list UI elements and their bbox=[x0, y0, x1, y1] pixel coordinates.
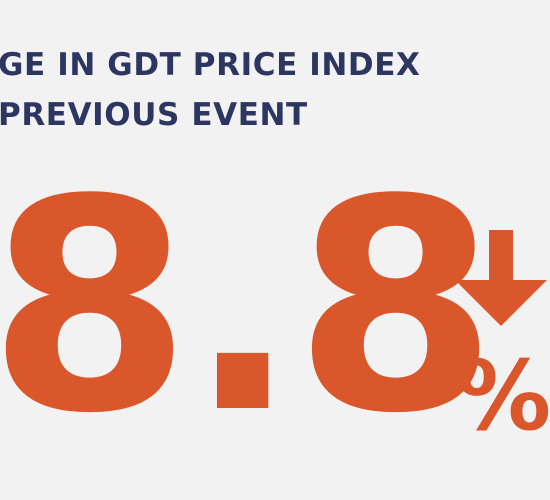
down-arrow-icon bbox=[455, 230, 547, 326]
headline: GE IN GDT PRICE INDEX PREVIOUS EVENT bbox=[0, 40, 550, 140]
headline-line-1: GE IN GDT PRICE INDEX bbox=[0, 47, 421, 83]
headline-line-2: PREVIOUS EVENT bbox=[0, 97, 308, 133]
percent-sign: % bbox=[455, 340, 550, 452]
percent-change-value: 8.8 bbox=[0, 137, 497, 477]
